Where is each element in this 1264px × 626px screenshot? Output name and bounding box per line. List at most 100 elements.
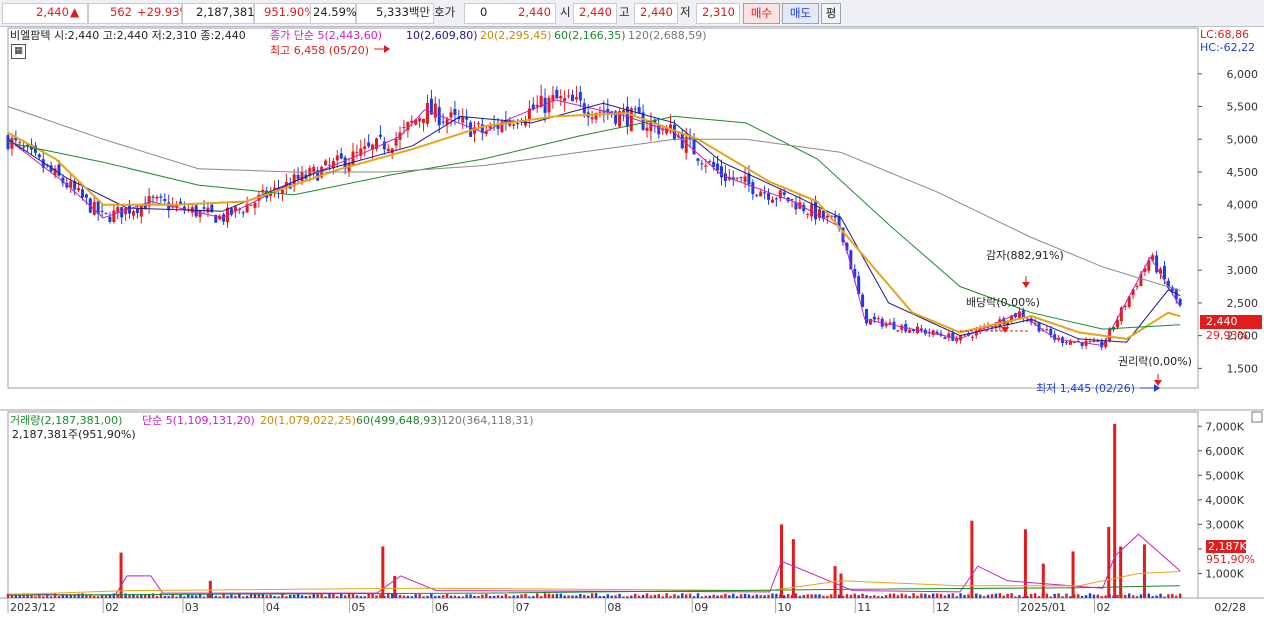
candle-body bbox=[339, 153, 343, 159]
candle-body bbox=[1068, 341, 1072, 345]
volume-bar bbox=[567, 595, 570, 598]
volume-bar bbox=[543, 593, 547, 598]
candle-body bbox=[131, 211, 135, 216]
volume-bar bbox=[634, 593, 637, 598]
volume-bar bbox=[492, 595, 496, 598]
candle-body bbox=[712, 161, 716, 167]
candle-body bbox=[331, 160, 335, 169]
volume-spike-bar bbox=[208, 580, 212, 598]
candle-body bbox=[512, 124, 516, 126]
candle-body bbox=[523, 120, 527, 126]
volume-bar bbox=[340, 593, 343, 598]
candle-body bbox=[351, 151, 355, 166]
volume-bar bbox=[61, 594, 65, 598]
candle-body bbox=[1159, 268, 1163, 274]
volume-bar bbox=[967, 594, 970, 598]
candle-body bbox=[33, 145, 37, 153]
volume-bar bbox=[931, 593, 935, 598]
candle-body bbox=[112, 210, 116, 222]
price-panel-frame bbox=[7, 27, 1199, 389]
candle-body bbox=[845, 242, 849, 251]
volume-bar bbox=[57, 595, 61, 598]
candle-body bbox=[735, 177, 739, 179]
volume-bar bbox=[371, 593, 374, 598]
volume-bar bbox=[465, 594, 468, 598]
volume-bar bbox=[144, 594, 147, 598]
vol-ma60-line bbox=[7, 585, 1181, 596]
candle-body bbox=[375, 138, 379, 149]
volume-bar bbox=[920, 593, 923, 598]
sell-button[interactable]: 매도 bbox=[782, 3, 819, 24]
volume-bar bbox=[602, 596, 606, 598]
grid-toggle-icon[interactable]: ▦ bbox=[11, 44, 26, 59]
current-ratio-tag: 951,90% bbox=[1206, 553, 1255, 566]
volume-bar bbox=[630, 595, 633, 598]
candle-body bbox=[1049, 328, 1053, 335]
volume-bar bbox=[140, 594, 143, 598]
volume-bar bbox=[1127, 593, 1131, 598]
volume-bar bbox=[22, 593, 25, 598]
candle-body bbox=[1115, 319, 1119, 328]
candle-body bbox=[1104, 341, 1108, 348]
candle-body bbox=[759, 191, 763, 197]
volume-bar bbox=[1139, 594, 1143, 598]
volume-bar bbox=[390, 593, 394, 598]
candle-body bbox=[563, 98, 567, 102]
candle-body bbox=[1135, 285, 1139, 288]
volume-bar bbox=[606, 594, 609, 598]
candle-body bbox=[861, 294, 865, 308]
volume-bar bbox=[583, 594, 586, 598]
volume-bar bbox=[551, 594, 555, 598]
volume-spike-bar bbox=[970, 520, 974, 598]
candle-body bbox=[614, 111, 618, 124]
candle-body bbox=[1080, 341, 1084, 346]
candle-body bbox=[994, 325, 998, 328]
candle-body bbox=[390, 148, 394, 154]
volume-bar bbox=[610, 595, 613, 598]
volume-bar bbox=[281, 594, 284, 598]
volume-bar bbox=[426, 595, 429, 598]
volume-bar bbox=[951, 593, 954, 598]
volume-bar bbox=[296, 593, 300, 598]
buy-button[interactable]: 매수 bbox=[743, 3, 780, 24]
candle-body bbox=[202, 207, 206, 209]
candle-body bbox=[77, 188, 81, 191]
volume-bar bbox=[387, 593, 390, 598]
candle-body bbox=[629, 108, 633, 132]
volume-bar bbox=[1175, 595, 1178, 598]
volume-bar bbox=[735, 596, 739, 598]
turnover-box bbox=[310, 3, 356, 24]
candle-body bbox=[214, 215, 218, 223]
candle-body bbox=[280, 189, 284, 194]
candle-body bbox=[837, 215, 841, 229]
volume-bar bbox=[696, 593, 700, 598]
candle-body bbox=[406, 121, 410, 131]
volume-value: 2,187,381 bbox=[196, 5, 255, 19]
volume-bar bbox=[128, 594, 131, 598]
candle-body bbox=[57, 164, 61, 176]
candle-body bbox=[1170, 287, 1174, 292]
volume-bar bbox=[312, 593, 315, 598]
price-tick-label: 2,500 bbox=[1227, 297, 1259, 310]
volume-bar bbox=[257, 593, 261, 598]
current-change-tag: 29,93% bbox=[1206, 329, 1248, 342]
volume-bar bbox=[1155, 595, 1158, 598]
x-tick-label: 02 bbox=[1096, 601, 1110, 614]
volume-bar bbox=[888, 593, 892, 598]
volume-bar bbox=[1029, 594, 1033, 598]
candle-body bbox=[151, 196, 155, 198]
volume-bar bbox=[242, 596, 245, 598]
eval-button[interactable]: 평 bbox=[821, 3, 841, 24]
volume-bar bbox=[398, 594, 402, 598]
volume-bar bbox=[14, 593, 18, 598]
volume-bar bbox=[555, 593, 559, 598]
volume-spike-bar bbox=[791, 539, 795, 598]
volume-bar bbox=[96, 596, 100, 598]
volume-spike-bar bbox=[1142, 544, 1146, 598]
candle-body bbox=[578, 92, 582, 101]
volume-bar bbox=[245, 595, 249, 598]
volume-bar bbox=[508, 596, 511, 598]
volume-bar bbox=[786, 594, 790, 598]
volume-bar bbox=[947, 594, 951, 598]
volume-bar bbox=[673, 594, 676, 598]
